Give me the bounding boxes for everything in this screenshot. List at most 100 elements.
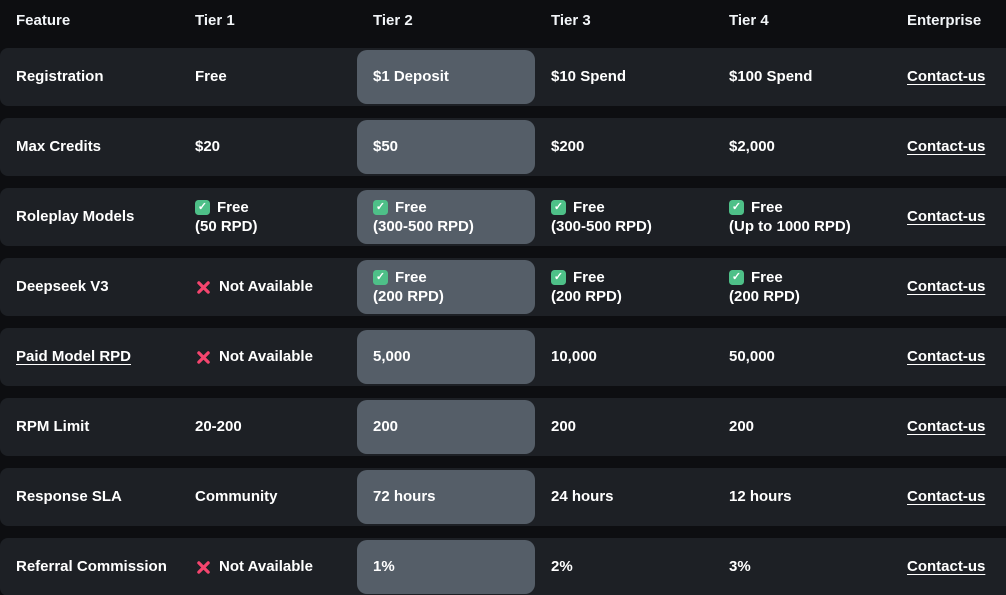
- cell-enterprise: Contact-us: [891, 468, 1006, 526]
- cell-value: 200: [729, 418, 755, 436]
- cell-value: $100 Spend: [729, 68, 813, 86]
- feature-label: Roleplay Models: [16, 208, 135, 226]
- contact-us-link[interactable]: Contact-us: [907, 208, 986, 226]
- cross-icon: [195, 349, 212, 366]
- cell-tier3: 2%: [535, 538, 713, 595]
- cell-tier1: ✓ Free (50 RPD): [179, 188, 357, 246]
- table-row: Paid Model RPD Not Available 5,000 10,000 50…: [0, 328, 1006, 386]
- cell-tier3: $200: [535, 118, 713, 176]
- feature-cell: Response SLA: [0, 468, 179, 526]
- cell-value: Not Available: [219, 348, 313, 366]
- cell-tier2: ✓ Free (300-500 RPD): [357, 190, 535, 244]
- contact-us-link[interactable]: Contact-us: [907, 68, 986, 86]
- table-row: Referral Commission Not Available 1% 2% 3% Co…: [0, 538, 1006, 595]
- cell-tier1: Not Available: [179, 538, 357, 595]
- cell-tier2: ✓ Free (200 RPD): [357, 260, 535, 314]
- check-icon: ✓: [195, 199, 210, 215]
- cell-value: Free: [395, 268, 427, 286]
- table-row: Response SLA Community 72 hours 24 hours 12 …: [0, 468, 1006, 526]
- cell-tier4: ✓ Free (Up to 1000 RPD): [713, 188, 891, 246]
- feature-label: Response SLA: [16, 488, 122, 506]
- cell-subvalue: (200 RPD): [373, 288, 444, 305]
- cell-value: Not Available: [219, 278, 313, 296]
- feature-cell: Registration: [0, 48, 179, 106]
- cell-tier3: 24 hours: [535, 468, 713, 526]
- cell-subvalue: (300-500 RPD): [373, 218, 474, 235]
- contact-us-link[interactable]: Contact-us: [907, 278, 986, 296]
- contact-us-link[interactable]: Contact-us: [907, 138, 986, 156]
- cell-value: 10,000: [551, 348, 597, 366]
- cell-value: 1%: [373, 558, 395, 576]
- check-icon: ✓: [373, 269, 388, 285]
- cell-tier1: 20-200: [179, 398, 357, 456]
- cell-tier3: ✓ Free (200 RPD): [535, 258, 713, 316]
- cell-tier4: 200: [713, 398, 891, 456]
- cell-tier4: $2,000: [713, 118, 891, 176]
- cell-tier1: Community: [179, 468, 357, 526]
- table-row: Max Credits $20 $50 $200 $2,000 Contact-us: [0, 118, 1006, 176]
- cell-tier2: 200: [357, 400, 535, 454]
- cell-enterprise: Contact-us: [891, 328, 1006, 386]
- cell-subvalue: (200 RPD): [551, 288, 622, 305]
- cell-subvalue: (300-500 RPD): [551, 218, 652, 235]
- cell-value: $200: [551, 138, 585, 156]
- cell-enterprise: Contact-us: [891, 188, 1006, 246]
- cell-value: 12 hours: [729, 488, 792, 506]
- cell-value: $20: [195, 138, 221, 156]
- check-icon: ✓: [729, 199, 744, 215]
- cell-value: Free: [751, 198, 783, 216]
- column-header-tier2: Tier 2: [373, 11, 413, 29]
- contact-us-link[interactable]: Contact-us: [907, 488, 986, 506]
- cell-enterprise: Contact-us: [891, 398, 1006, 456]
- cell-value: 72 hours: [373, 488, 436, 506]
- cell-subvalue: (200 RPD): [729, 288, 800, 305]
- cell-value: Free: [195, 68, 227, 86]
- cell-value: 24 hours: [551, 488, 614, 506]
- cell-value: 2%: [551, 558, 573, 576]
- cell-value: Free: [751, 268, 783, 286]
- table-body: Registration Free $1 Deposit $10 Spend $100 …: [0, 48, 1006, 595]
- cell-value: 20-200: [195, 418, 242, 436]
- cell-tier3: 200: [535, 398, 713, 456]
- feature-label: Deepseek V3: [16, 278, 109, 296]
- table-row: Registration Free $1 Deposit $10 Spend $100 …: [0, 48, 1006, 106]
- feature-cell: Max Credits: [0, 118, 179, 176]
- cell-value: 200: [373, 418, 399, 436]
- contact-us-link[interactable]: Contact-us: [907, 558, 986, 576]
- feature-label: Max Credits: [16, 138, 102, 156]
- cell-value: Free: [217, 198, 249, 216]
- contact-us-link[interactable]: Contact-us: [907, 348, 986, 366]
- contact-us-link[interactable]: Contact-us: [907, 418, 986, 436]
- table-row: Deepseek V3 Not Available ✓ Free (200 RPD) ✓ F…: [0, 258, 1006, 316]
- cell-value: Community: [195, 488, 278, 506]
- cell-enterprise: Contact-us: [891, 258, 1006, 316]
- table-header-row: Feature Tier 1 Tier 2 Tier 3 Tier 4 Ente…: [0, 0, 1006, 40]
- cell-value: Free: [395, 198, 427, 216]
- cell-tier3: ✓ Free (300-500 RPD): [535, 188, 713, 246]
- cell-tier3: $10 Spend: [535, 48, 713, 106]
- check-icon: ✓: [551, 199, 566, 215]
- cell-value: $10 Spend: [551, 68, 627, 86]
- cell-tier2: 1%: [357, 540, 535, 594]
- column-header-tier1: Tier 1: [195, 11, 235, 29]
- cell-tier2: $50: [357, 120, 535, 174]
- check-icon: ✓: [729, 269, 744, 285]
- cell-value: 50,000: [729, 348, 775, 366]
- feature-cell: RPM Limit: [0, 398, 179, 456]
- cell-enterprise: Contact-us: [891, 48, 1006, 106]
- cell-subvalue: (50 RPD): [195, 218, 258, 235]
- feature-cell: Deepseek V3: [0, 258, 179, 316]
- feature-cell: Referral Commission: [0, 538, 179, 595]
- cell-enterprise: Contact-us: [891, 118, 1006, 176]
- cell-value: Free: [573, 198, 605, 216]
- feature-label: Referral Commission: [16, 558, 167, 576]
- column-header-tier3: Tier 3: [551, 11, 591, 29]
- cell-value: 200: [551, 418, 577, 436]
- cell-value: 3%: [729, 558, 751, 576]
- cell-value: 5,000: [373, 348, 411, 366]
- cell-tier1: Free: [179, 48, 357, 106]
- cell-value: $2,000: [729, 138, 775, 156]
- feature-label-link[interactable]: Paid Model RPD: [16, 348, 132, 366]
- cell-tier4: $100 Spend: [713, 48, 891, 106]
- cross-icon: [195, 279, 212, 296]
